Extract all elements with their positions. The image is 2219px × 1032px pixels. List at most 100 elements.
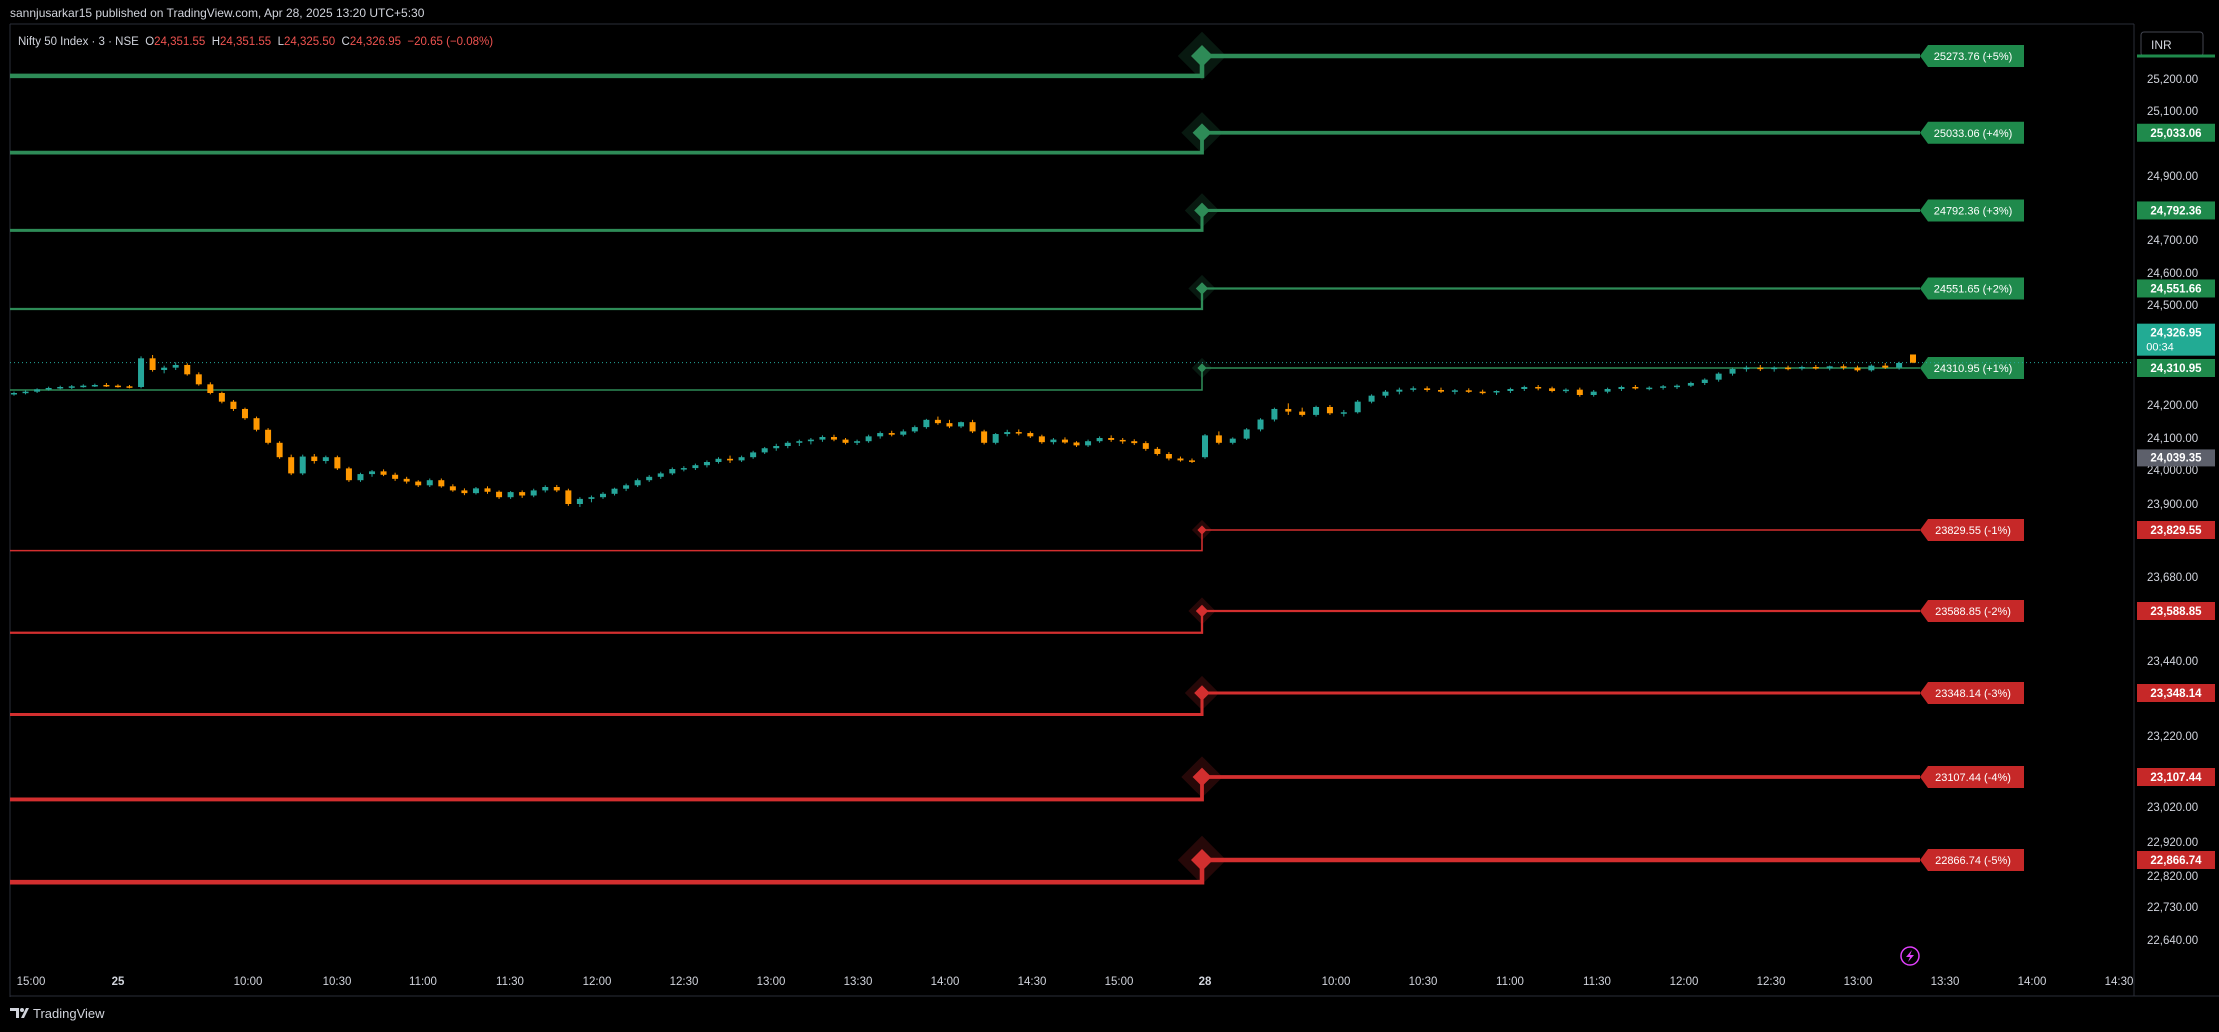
candle (57, 385, 64, 390)
candle-body (1015, 432, 1022, 434)
candle (1896, 361, 1903, 370)
candle (1313, 405, 1320, 417)
candle (1562, 388, 1569, 393)
level-line (10, 609, 1920, 634)
level-axis-tag (2137, 768, 2215, 786)
level-diamond-marker (1194, 202, 1210, 219)
candle (946, 419, 953, 429)
footer-brand-text[interactable]: TradingView (33, 1006, 105, 1021)
level-label-text: 23348.14 (-3%) (1935, 688, 2011, 700)
candle (588, 495, 595, 503)
candle (1798, 365, 1805, 371)
x-tick-label: 11:00 (1496, 976, 1524, 988)
tv-logo-mark[interactable] (10, 1008, 19, 1018)
level-axis-tag (2137, 684, 2215, 702)
level-line (10, 208, 1920, 232)
legend-symbol: Nifty 50 Index · 3 · NSE (18, 36, 145, 48)
candle (91, 383, 98, 387)
candle-body (1257, 419, 1264, 430)
candle-body (865, 436, 872, 442)
candle (542, 485, 549, 493)
candle (1757, 364, 1764, 371)
candle (1154, 446, 1161, 456)
lightning-icon-ring[interactable] (1900, 946, 1920, 966)
candle-body (1826, 366, 1833, 369)
candle (1257, 418, 1264, 432)
currency-button-label[interactable]: INR (2151, 38, 2172, 52)
candle-body (1910, 354, 1916, 363)
candle-body (1027, 433, 1034, 437)
y-tick-label: 24,200.00 (2147, 400, 2198, 412)
candle (1038, 434, 1045, 444)
candle (1073, 441, 1080, 447)
y-tick-label: 23,020.00 (2147, 802, 2198, 814)
level-axis-tag-label: 23,829.55 (2150, 525, 2202, 537)
level-axis-tag-label: 25,033.06 (2150, 128, 2201, 140)
candle (1604, 387, 1611, 394)
candle-body (1660, 386, 1667, 388)
candle (426, 478, 433, 487)
level-label-text: 23588.85 (-2%) (1935, 606, 2011, 618)
currency-button[interactable]: INR (2140, 31, 2204, 57)
lightning-icon-bolt[interactable] (1906, 950, 1914, 962)
candle (784, 441, 791, 449)
tradingview-logo[interactable]: TradingView (10, 1006, 105, 1021)
candle-body (576, 498, 583, 504)
candle (172, 362, 179, 370)
candle (45, 386, 52, 391)
level-up-3: 24792.36 (+3%) 24,792.36 (10, 193, 2215, 232)
lightning-icon[interactable] (1900, 946, 1920, 966)
candle-body (1701, 379, 1708, 383)
tv-logo-dot[interactable] (20, 1008, 24, 1012)
candle (1027, 431, 1034, 438)
candle (114, 384, 121, 388)
candle (888, 430, 895, 437)
candle-body (830, 437, 837, 440)
legend-c-value: 24,326.95 (350, 36, 408, 48)
candle-body (669, 469, 676, 474)
candle (1576, 387, 1583, 397)
candle-body (1108, 438, 1115, 440)
candle (750, 450, 757, 459)
candle (865, 434, 872, 443)
candle (484, 486, 491, 494)
candle-body (715, 458, 722, 462)
candle-body (22, 391, 29, 394)
candle (1410, 386, 1417, 392)
level-diamond-marker (1192, 767, 1212, 787)
candle-body (461, 490, 468, 494)
candle (1354, 399, 1361, 414)
candle-body (1142, 443, 1149, 449)
candle-body (657, 473, 664, 477)
candle (230, 399, 237, 411)
level-axis-tick (2137, 54, 2215, 58)
level-line (10, 529, 1920, 552)
candle (1771, 366, 1778, 372)
level-line (10, 857, 1920, 885)
tv-logo-slash[interactable] (21, 1008, 29, 1018)
candle-body (207, 384, 214, 393)
candle-body (276, 442, 283, 458)
legend-l-label: L (278, 36, 285, 48)
candle-body (600, 493, 606, 498)
candle (1119, 438, 1126, 444)
level-label-text: 24310.95 (+1%) (1934, 363, 2013, 375)
candle (1202, 434, 1208, 459)
candle (623, 483, 630, 492)
candle (1142, 441, 1149, 451)
level-line (10, 691, 1920, 717)
candle-body (1368, 395, 1375, 402)
candle-body (1812, 366, 1819, 369)
candle-body (1715, 373, 1722, 380)
candle-body (1202, 435, 1208, 458)
candle (1479, 389, 1486, 395)
level-label-box (1920, 277, 2024, 300)
candle (934, 416, 941, 425)
x-tick-label: 13:30 (1931, 976, 1960, 988)
candle-body (218, 392, 225, 402)
ohlc-legend: Nifty 50 Index · 3 · NSE O24,351.55 H24,… (18, 36, 493, 48)
candle (11, 391, 17, 396)
candle-body (611, 488, 618, 494)
candle (496, 490, 503, 499)
